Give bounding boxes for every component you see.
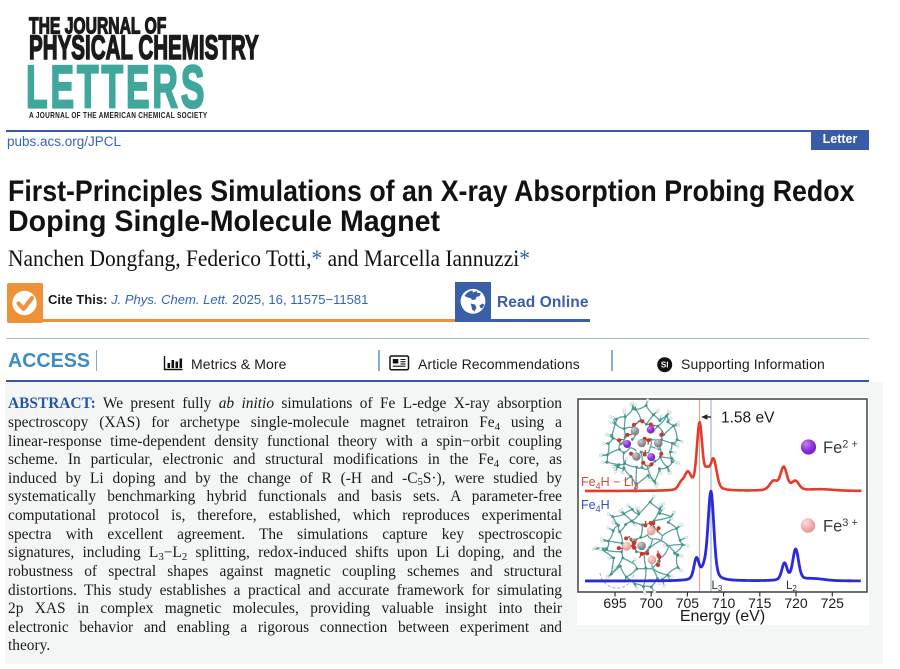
svg-text:705: 705 bbox=[676, 595, 700, 611]
svg-text:720: 720 bbox=[784, 595, 808, 611]
svg-text:Fe4H: Fe4H bbox=[581, 498, 610, 514]
svg-text:710: 710 bbox=[712, 595, 736, 611]
svg-text:715: 715 bbox=[748, 595, 772, 611]
svg-text:1.58 eV: 1.58 eV bbox=[721, 410, 775, 427]
svg-text:L2: L2 bbox=[786, 580, 797, 593]
svg-text:Energy (eV): Energy (eV) bbox=[680, 608, 765, 625]
svg-text:695: 695 bbox=[603, 595, 627, 611]
svg-text:700: 700 bbox=[640, 595, 664, 611]
svg-text:Fe4H − Li3: Fe4H − Li3 bbox=[581, 475, 639, 491]
svg-text:L3: L3 bbox=[712, 580, 723, 593]
svg-text:SI: SI bbox=[660, 360, 668, 369]
svg-text:725: 725 bbox=[821, 595, 845, 611]
